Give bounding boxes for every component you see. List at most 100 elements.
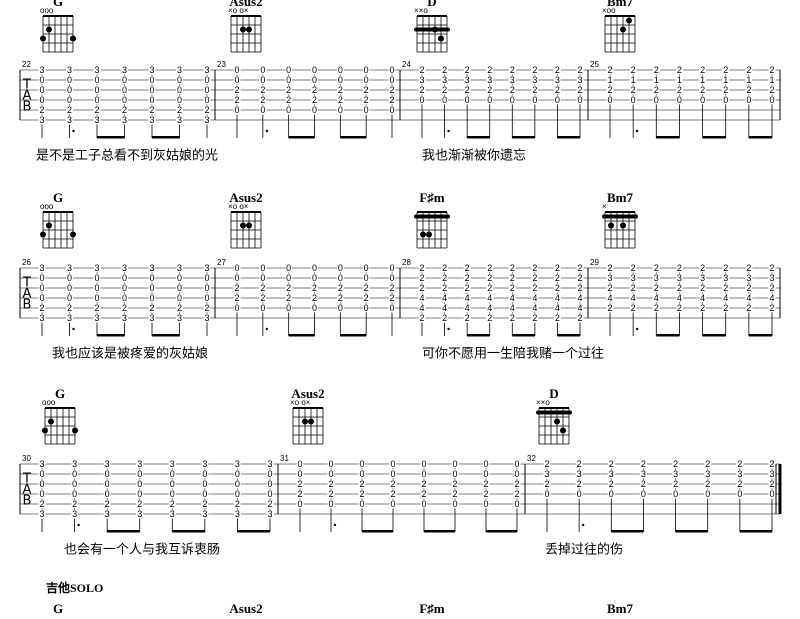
- chord-name: Bm7: [607, 190, 634, 205]
- tab-label: B: [23, 100, 32, 115]
- digit-bg: [66, 105, 73, 115]
- lyric: 也会有一个人与我互诉衷肠: [64, 542, 220, 558]
- digit-bg: [103, 509, 111, 519]
- digit-bg: [388, 65, 396, 75]
- fret-number: 0: [312, 303, 317, 313]
- open-strings: ××o: [414, 6, 428, 15]
- fret-number: 2: [723, 85, 728, 95]
- diagram-dot: [240, 222, 246, 229]
- digit-bg: [266, 489, 274, 499]
- digit-bg: [233, 459, 241, 469]
- fret-number: 2: [389, 95, 394, 105]
- fret-number: 2: [312, 85, 317, 95]
- digit-bg: [388, 273, 396, 283]
- digit-bg: [576, 95, 584, 105]
- diagram-dot: [46, 222, 52, 229]
- digit-bg: [508, 273, 516, 283]
- fret-number: 2: [607, 263, 612, 273]
- digit-bg: [704, 469, 712, 479]
- fret-number: 3: [705, 469, 710, 479]
- digit-bg: [508, 303, 516, 313]
- digit-bg: [575, 489, 583, 499]
- digit-bg: [259, 293, 267, 303]
- fret-number: 2: [286, 283, 291, 293]
- digit-bg: [38, 263, 46, 273]
- digit-bg: [508, 263, 516, 273]
- dot-note: [635, 129, 639, 133]
- beam: [107, 530, 140, 533]
- fret-number: 3: [94, 263, 99, 273]
- chord-name: Asus2: [291, 386, 324, 401]
- digit-bg: [148, 65, 156, 75]
- fret-number: 0: [577, 489, 582, 499]
- digit-bg: [704, 479, 712, 489]
- fret-number: 4: [465, 293, 470, 303]
- digit-bg: [148, 303, 156, 313]
- beam: [467, 334, 490, 337]
- digit-bg: [388, 293, 396, 303]
- digit-bg: [176, 313, 183, 323]
- digit-bg: [543, 469, 551, 479]
- fret-number: 2: [419, 313, 424, 323]
- fret-number: 2: [673, 479, 678, 489]
- digit-bg: [420, 479, 428, 489]
- digit-bg: [531, 293, 539, 303]
- fret-number: 0: [234, 65, 239, 75]
- digit-bg: [629, 95, 637, 105]
- tab-label: B: [23, 494, 32, 509]
- digit-bg: [336, 85, 344, 95]
- fret-number: 2: [705, 459, 710, 469]
- fret-number: 0: [122, 85, 127, 95]
- fret-number: 0: [297, 499, 302, 509]
- digit-bg: [463, 293, 471, 303]
- fret-number: 4: [465, 303, 470, 313]
- digit-bg: [327, 499, 335, 509]
- fret-number: 0: [204, 293, 209, 303]
- fret-number: 3: [94, 65, 99, 75]
- fret-number: 2: [700, 65, 705, 75]
- fret-number: 2: [452, 489, 457, 499]
- fret-number: 3: [177, 313, 182, 323]
- fret-number: 2: [607, 85, 612, 95]
- fret-number: 3: [122, 263, 127, 273]
- digit-bg: [38, 469, 46, 479]
- fret-number: 2: [677, 85, 682, 95]
- digit-bg: [607, 469, 615, 479]
- fret-number: 0: [177, 273, 182, 283]
- fret-number: 4: [746, 293, 751, 303]
- digit-bg: [93, 263, 101, 273]
- digit-bg: [148, 75, 156, 85]
- digit-bg: [176, 85, 183, 95]
- digit-bg: [463, 85, 471, 95]
- fret-number: 2: [452, 479, 457, 489]
- digit-bg: [704, 489, 712, 499]
- digit-bg: [722, 283, 730, 293]
- fret-number: 2: [260, 293, 265, 303]
- dot-note: [581, 523, 585, 527]
- digit-bg: [285, 293, 293, 303]
- fret-number: 2: [769, 283, 774, 293]
- fret-number: 0: [72, 479, 77, 489]
- digit-bg: [93, 85, 101, 95]
- digit-bg: [652, 65, 660, 75]
- digit-bg: [418, 273, 426, 283]
- fret-number: 3: [267, 459, 272, 469]
- beam: [288, 334, 315, 337]
- fret-number: 0: [737, 489, 742, 499]
- digit-bg: [508, 293, 516, 303]
- fret-number: 2: [67, 105, 72, 115]
- dot-note: [447, 327, 450, 331]
- digit-bg: [513, 479, 521, 489]
- digit-bg: [203, 303, 211, 313]
- digit-bg: [38, 479, 46, 489]
- fret-number: 4: [723, 293, 728, 303]
- measure-number: 28: [402, 258, 411, 267]
- digit-bg: [296, 459, 304, 469]
- digit-bg: [93, 293, 101, 303]
- digit-bg: [745, 75, 753, 85]
- digit-bg: [768, 479, 776, 489]
- fret-number: 2: [532, 313, 537, 323]
- digit-bg: [768, 65, 776, 75]
- digit-bg: [148, 273, 156, 283]
- fret-number: 2: [723, 303, 728, 313]
